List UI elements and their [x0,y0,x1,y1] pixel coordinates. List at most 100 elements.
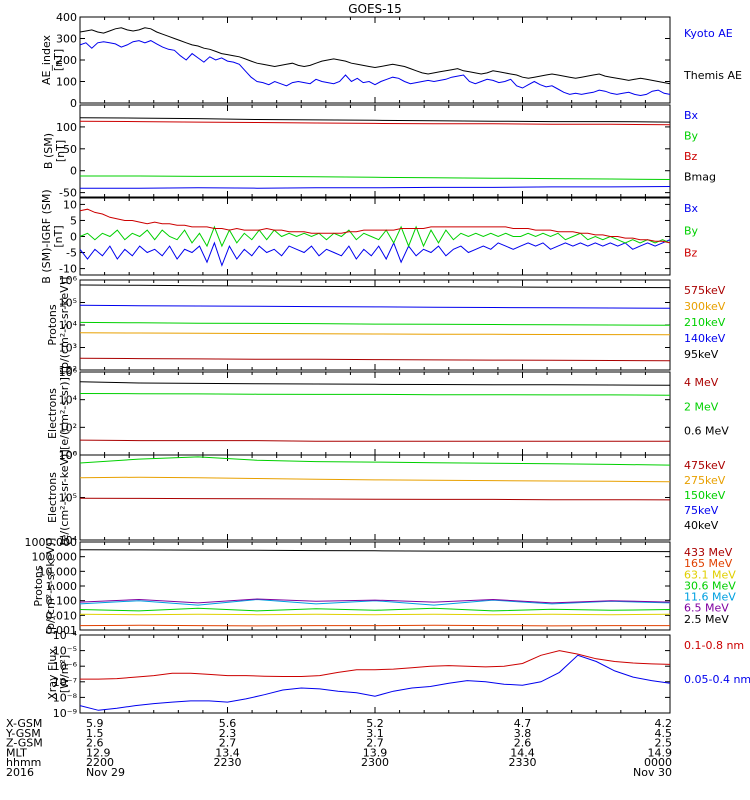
panel-1 [79,16,671,104]
x-axis-value: 4.2 [655,717,673,730]
series-line-140kev [79,304,671,309]
series-line-6-5-mev [79,598,671,604]
x-axis-value: 3.1 [366,727,384,740]
panel-2 [79,104,671,198]
x-axis-value: Nov 29 [86,766,125,779]
y-tick-label: 0.010 [46,609,78,622]
y-tick-label: 0 [70,97,77,110]
x-axis-value: 5.9 [86,717,104,730]
legend-label: 40keV [684,519,719,532]
x-axis-value: 1.5 [86,727,104,740]
x-axis-value: 14.9 [648,746,673,759]
series-line-by [79,225,671,248]
x-axis-value: 13.4 [215,746,240,759]
series-line-themis-ae [79,27,671,85]
y-axis-label: Protons [32,565,45,606]
legend-label: By [684,130,699,143]
panel-frame [79,197,671,276]
x-axis-value: 0000 [644,756,672,769]
legend-label: 165 MeV [684,557,733,570]
y-axis-unit: [e/(cm²-s-sr-keV)] [58,449,71,545]
y-tick-label: 10⁶ [59,366,78,379]
legend-label: Themis AE [683,69,742,82]
y-axis-unit: [nT] [54,140,67,162]
x-axis-value: 2330 [509,756,537,769]
y-axis-unit: [nT] [52,49,65,71]
legend-label: Bx [684,202,699,215]
y-tick-label: 10⁵ [59,492,77,505]
x-axis-value: 3.8 [514,727,532,740]
x-row-label: X-GSM [6,717,42,730]
panel-5 [79,371,671,456]
series-line-275kev [79,476,671,483]
y-tick-label: -5 [66,247,77,260]
legend-label: 2.5 MeV [684,613,729,626]
y-tick-label: 10² [59,364,77,377]
series-line-2-5-mev [79,549,671,553]
x-axis-value: 2300 [361,756,389,769]
plot-title: GOES-15 [348,2,402,16]
x-row-label: hhmm [6,756,41,769]
x-axis-value: 2.6 [86,737,104,750]
y-axis-label: B (SM)-IGRF (SM) [40,189,53,283]
legend-label: 6.5 MeV [684,602,729,615]
y-tick-label: 10⁶ [59,274,78,287]
series-line-30-6-mev [79,607,671,612]
y-tick-label: 10.000 [39,565,78,578]
y-tick-label: 10⁴ [59,319,78,332]
legend-label: 4 MeV [684,376,719,389]
y-tick-label: 10⁻⁷ [53,676,77,689]
legend-label: 30.6 MeV [684,579,736,592]
y-axis-unit: [e/(cm²-s-sr)] [58,377,71,450]
x-row-label: Z-GSM [6,737,43,750]
y-axis-label: Electrons [46,388,59,439]
y-tick-label: 10³ [59,342,77,355]
x-axis-value: 4.5 [655,727,673,740]
x-row-label: MLT [6,746,27,759]
legend-label: Kyoto AE [684,27,733,40]
y-tick-label: 10⁻⁸ [53,691,78,704]
y-tick-label: 200 [56,54,77,67]
x-axis-value: 2.6 [514,737,532,750]
series-line-165-mev [79,624,670,627]
y-tick-label: 5 [70,214,77,227]
panel-frame [79,16,671,104]
panel-8 [79,634,671,714]
legend-label: Bz [684,150,698,163]
y-tick-label: 10⁻⁹ [53,707,77,720]
x-axis-value: 2200 [86,756,114,769]
legend-label: 75keV [684,504,719,517]
legend-label: 11.6 MeV [684,591,736,604]
y-tick-label: 10⁵ [59,297,77,310]
series-line-575kev [79,357,671,362]
y-tick-label: 400 [56,11,77,24]
x-axis-value: 2.7 [366,737,384,750]
y-tick-label: -10 [59,263,77,276]
y-tick-label: 0.100 [46,595,78,608]
y-tick-label: 1000.000 [25,536,78,549]
legend-label: 433 MeV [684,546,733,559]
series-line-95kev [79,284,671,289]
panel-4 [79,279,671,371]
y-axis-label: AE_index [40,34,53,85]
legend-label: Bz [684,247,698,260]
series-line-bz [79,120,671,126]
y-tick-label: 100.000 [32,551,78,564]
x-axis-value: 14.4 [510,746,535,759]
series-line-0-6-mev [79,381,671,386]
panel-3 [79,197,671,276]
x-axis-value: 2.5 [655,737,673,750]
y-axis-label: Electrons [46,472,59,523]
y-axis-unit: [W/m²] [58,655,71,693]
y-tick-label: 10⁰ [59,449,78,462]
legend-label: 0.05-0.4 nm [684,673,750,686]
y-tick-label: 10⁴ [59,394,78,407]
y-axis-unit: [nT] [52,225,65,247]
legend-label: 300keV [684,300,726,313]
y-axis-label: Protons [46,304,59,345]
y-tick-label: 10⁻⁵ [53,645,77,658]
legend-label: 0.6 MeV [684,425,729,438]
legend-label: 475keV [684,459,726,472]
series-line-11-6-mev [79,598,671,606]
